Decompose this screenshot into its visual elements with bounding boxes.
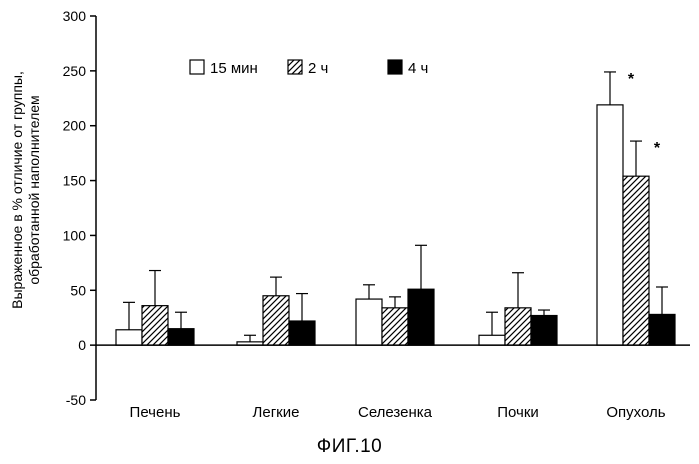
bar [289,321,315,345]
bar [505,308,531,345]
y-tick-label: 200 [63,118,87,134]
significance-marker: * [628,71,635,88]
legend-label: 4 ч [408,60,428,77]
bar [382,308,408,345]
bar [531,316,557,346]
legend-label: 2 ч [308,60,328,77]
bar [597,105,623,345]
bar [479,335,505,345]
y-tick-label: -50 [66,392,86,408]
x-category-label: Печень [130,404,181,421]
bar-chart: * * -50 0 50 100 150 200 250 300 Печень Легкие Селе… [0,0,699,464]
legend-swatch [288,60,302,74]
bar [408,289,434,345]
bar [168,329,194,345]
bar [623,176,649,345]
bar [263,296,289,345]
bar [142,306,168,345]
legend-swatch [388,60,402,74]
x-category-label: Легкие [253,404,300,421]
legend-swatch [190,60,204,74]
figure-caption: ФИГ.10 [0,436,699,458]
legend-label: 15 мин [210,60,258,77]
bar [356,299,382,345]
y-tick-label: 100 [63,227,87,243]
y-tick-label: 300 [63,8,87,24]
bar [649,314,675,345]
x-category-label: Опухоль [606,404,665,421]
y-tick-label: 50 [70,282,86,298]
x-category-label: Селезенка [358,404,433,421]
bar [116,330,142,345]
y-tick-label: 0 [78,337,86,353]
x-category-label: Почки [497,404,539,421]
significance-marker: * [654,140,661,157]
y-tick-label: 250 [63,63,87,79]
y-tick-label: 150 [63,173,87,189]
